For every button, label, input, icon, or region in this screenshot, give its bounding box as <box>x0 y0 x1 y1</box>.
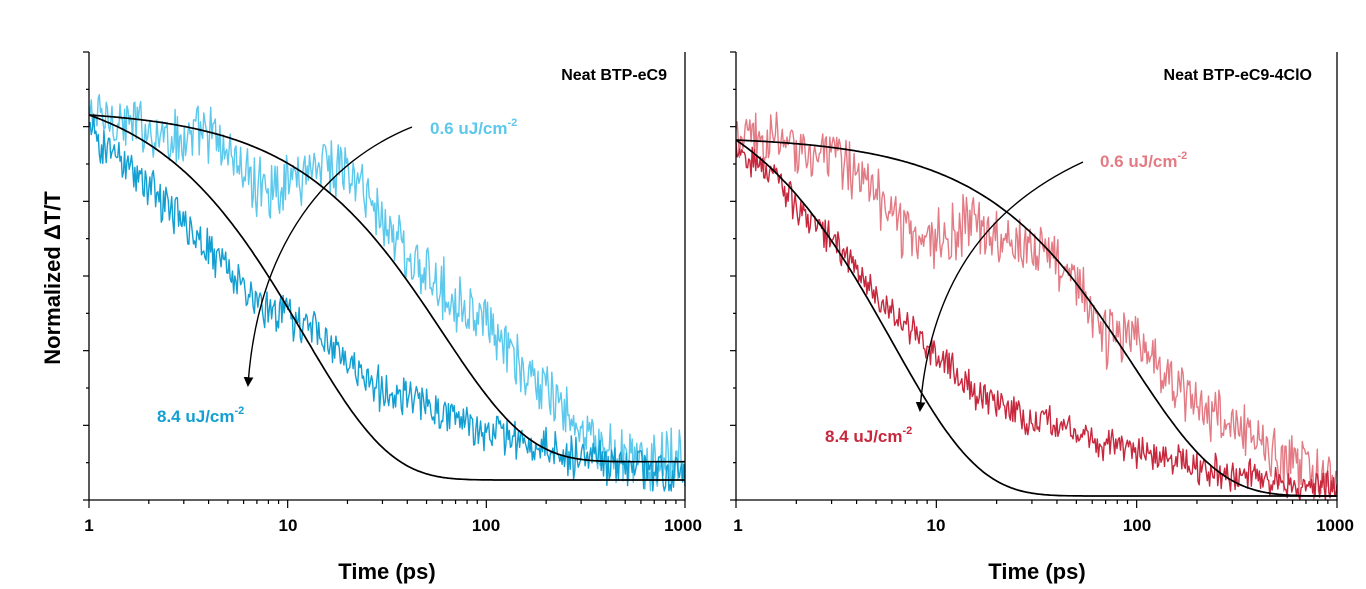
panel-right-fit-curve-0 <box>735 139 1337 497</box>
panel-right-xtick-1000: 1000 <box>1316 516 1354 535</box>
panel-right: 1 10 100 1000 Time (ps) Neat BTP-eC9-4Cl… <box>730 51 1354 584</box>
panel-right-xtick-1: 1 <box>733 516 742 535</box>
panel-left-xtick-100: 100 <box>472 516 500 535</box>
panel-right-ticks <box>730 51 1338 508</box>
panel-right-xtick-10: 10 <box>927 516 946 535</box>
panel-right-low-fluence-label: 0.6 uJ/cm-2 <box>1100 150 1187 171</box>
panel-right-xtick-100: 100 <box>1123 516 1151 535</box>
panel-left-high-fluence-label: 8.4 uJ/cm-2 <box>157 405 244 426</box>
panel-left-ticks <box>83 51 686 508</box>
panel-left-series-1 <box>88 113 686 492</box>
panel-left-xtick-10: 10 <box>279 516 298 535</box>
panel-left: 1 10 100 1000 Time (ps) Neat BTP-eC9 0.6… <box>83 51 702 584</box>
panel-left-series-0 <box>88 94 686 492</box>
panel-left-series <box>88 94 686 492</box>
y-axis-title: Normalized ΔT/T <box>40 191 65 365</box>
panel-right-high-fluence-label: 8.4 uJ/cm-2 <box>825 425 912 446</box>
panel-right-fits <box>735 139 1337 497</box>
panel-left-fit-curve-0 <box>88 114 685 463</box>
panel-left-fit-curve-1 <box>88 114 685 481</box>
panel-left-title: Neat BTP-eC9 <box>561 67 667 84</box>
panel-left-x-axis-title: Time (ps) <box>338 559 435 584</box>
panel-right-fit-curve-1 <box>735 139 1337 497</box>
panel-left-xtick-1000: 1000 <box>664 516 702 535</box>
panel-left-xtick-1: 1 <box>84 516 93 535</box>
panel-left-low-fluence-label: 0.6 uJ/cm-2 <box>430 117 517 138</box>
panel-left-fits <box>88 114 685 481</box>
panel-left-fluence-arrow <box>243 126 413 387</box>
y-axis-title-group: Normalized ΔT/T <box>40 191 65 365</box>
panel-right-series-1 <box>735 141 1338 501</box>
panel-right-x-axis-title: Time (ps) <box>988 559 1085 584</box>
panel-right-fluence-arrow <box>915 161 1084 412</box>
panel-left-frame <box>88 52 686 501</box>
panel-right-title: Neat BTP-eC9-4ClO <box>1164 67 1312 84</box>
